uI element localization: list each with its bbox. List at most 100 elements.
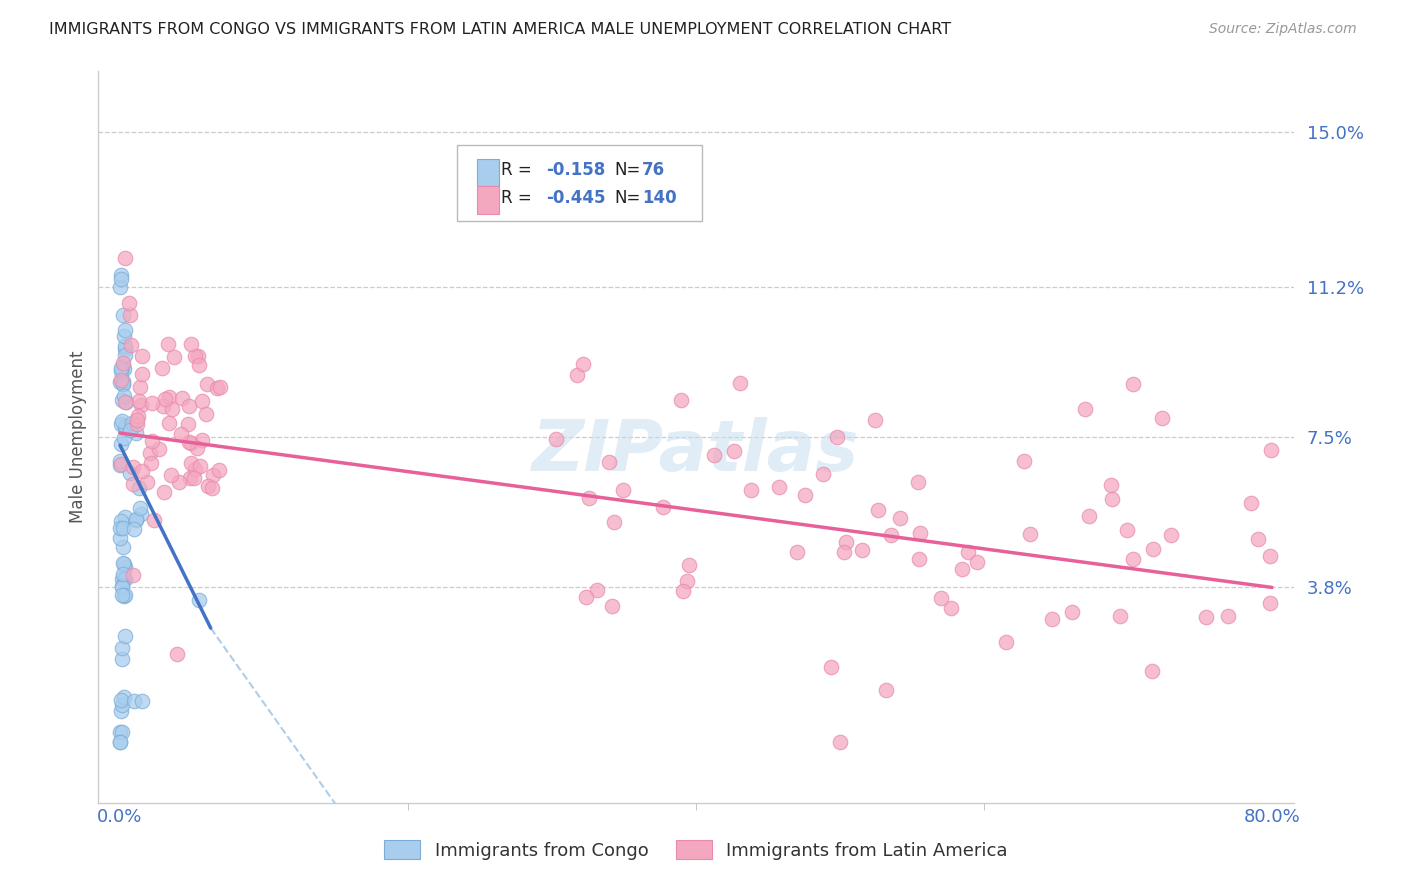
Point (114, 560, 136, 574)
Point (994, 634, 1017, 648)
Point (202, 468, 225, 483)
Point (197, 478, 219, 492)
Point (111, 556, 134, 570)
Point (1258, 549, 1281, 563)
Point (187, 349, 209, 363)
Point (114, 342, 136, 356)
Point (112, 362, 135, 376)
Point (153, 392, 176, 406)
Point (179, 471, 201, 485)
Point (575, 590, 598, 604)
Point (929, 591, 952, 606)
Point (177, 417, 200, 432)
Point (669, 392, 692, 407)
Point (1260, 596, 1282, 610)
Text: ZIPatlas: ZIPatlas (533, 417, 859, 486)
Point (184, 350, 207, 364)
Point (612, 483, 634, 497)
Point (111, 414, 134, 428)
Point (1018, 526, 1040, 541)
Point (131, 465, 153, 479)
Point (118, 308, 141, 322)
Point (153, 485, 176, 500)
Point (208, 463, 231, 477)
Point (820, 660, 842, 674)
Point (125, 512, 148, 526)
Point (546, 432, 568, 446)
Point (957, 545, 980, 559)
Point (110, 436, 132, 450)
Point (112, 557, 135, 571)
Point (811, 467, 834, 482)
Point (122, 460, 145, 475)
Point (889, 511, 911, 525)
Point (1195, 610, 1218, 624)
Point (1109, 609, 1132, 624)
Point (110, 521, 132, 535)
Point (129, 501, 152, 516)
Point (121, 568, 143, 582)
Point (131, 349, 153, 363)
Point (108, 724, 131, 739)
Text: Source: ZipAtlas.com: Source: ZipAtlas.com (1209, 22, 1357, 37)
Point (863, 412, 886, 426)
Point (108, 280, 131, 294)
Point (110, 364, 132, 378)
Point (793, 488, 815, 502)
Point (152, 361, 174, 376)
Point (110, 271, 132, 285)
Point (114, 339, 136, 353)
Point (157, 390, 180, 404)
Point (112, 521, 135, 535)
Point (143, 513, 166, 527)
Point (966, 555, 988, 569)
Point (1240, 496, 1263, 510)
Text: 76: 76 (643, 161, 665, 179)
Point (786, 544, 808, 558)
Point (114, 628, 136, 642)
Point (111, 580, 134, 594)
Point (108, 375, 131, 389)
Point (118, 295, 141, 310)
Point (110, 693, 132, 707)
Point (111, 567, 134, 582)
Point (112, 328, 135, 343)
Point (111, 572, 134, 586)
Point (112, 690, 135, 705)
Point (110, 360, 132, 375)
Point (1122, 377, 1144, 392)
Point (177, 400, 200, 414)
Point (128, 481, 150, 495)
Point (108, 735, 131, 749)
Point (1042, 612, 1064, 626)
Point (114, 395, 136, 409)
Point (111, 579, 134, 593)
Point (907, 552, 929, 566)
Point (723, 443, 745, 458)
Point (111, 355, 134, 369)
Point (578, 491, 600, 505)
Point (129, 398, 152, 412)
Point (118, 466, 141, 480)
Point (156, 337, 179, 351)
Point (1142, 542, 1164, 557)
Point (875, 682, 897, 697)
Point (110, 454, 132, 468)
Point (1140, 665, 1163, 679)
Point (180, 436, 202, 450)
Point (828, 735, 851, 749)
Point (1014, 454, 1036, 468)
Point (141, 434, 163, 449)
Text: IMMIGRANTS FROM CONGO VS IMMIGRANTS FROM LATIN AMERICA MALE UNEMPLOYMENT CORRELA: IMMIGRANTS FROM CONGO VS IMMIGRANTS FROM… (49, 22, 952, 37)
Point (131, 368, 153, 382)
Point (111, 652, 134, 666)
Point (110, 268, 132, 282)
Point (112, 431, 135, 445)
Point (112, 376, 135, 391)
Point (120, 338, 142, 352)
Text: N=: N= (614, 189, 641, 207)
Point (114, 422, 136, 436)
Point (600, 599, 623, 613)
Point (163, 350, 186, 364)
Point (907, 475, 929, 490)
